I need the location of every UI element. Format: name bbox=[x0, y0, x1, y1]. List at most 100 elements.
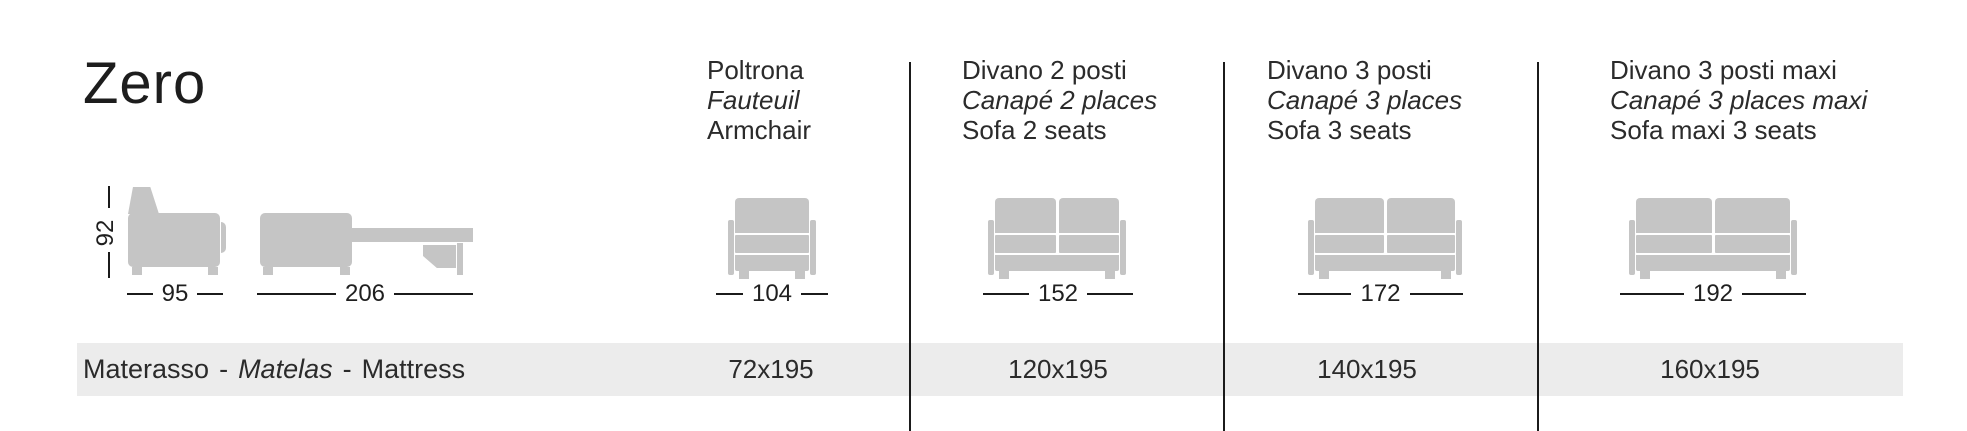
leg-shape bbox=[1319, 271, 1329, 279]
seat-cushion-shape bbox=[735, 235, 809, 253]
sideview-front-edge-shape bbox=[221, 222, 226, 253]
column-header-armchair: Poltrona Fauteuil Armchair bbox=[707, 55, 811, 145]
sideview-open-body-shape bbox=[260, 213, 352, 267]
base-shape bbox=[995, 255, 1119, 271]
dim-line bbox=[1409, 293, 1464, 295]
backrest-shape bbox=[1636, 198, 1790, 233]
closed-depth-dim: 95 bbox=[127, 280, 224, 307]
leg-shape bbox=[1105, 271, 1115, 279]
mattress-size-sofa3maxi: 160x195 bbox=[1660, 354, 1760, 384]
column-name-en: Sofa 3 seats bbox=[1267, 115, 1412, 145]
mattress-size-armchair: 72x195 bbox=[728, 354, 814, 384]
column-divider bbox=[1223, 62, 1225, 431]
page-title: Zero bbox=[83, 51, 207, 116]
base-shape bbox=[1636, 255, 1790, 271]
height-dim-line bbox=[108, 186, 110, 208]
sideview-leg-shape bbox=[132, 267, 142, 275]
sideview-bed-support-shape bbox=[423, 245, 456, 268]
column-header-sofa3maxi: Divano 3 posti maxi Canapé 3 places maxi… bbox=[1610, 55, 1867, 145]
leg-shape bbox=[999, 271, 1009, 279]
base-shape bbox=[735, 255, 809, 271]
mattress-label-separator: - bbox=[342, 354, 352, 384]
column-name-en: Sofa maxi 3 seats bbox=[1610, 115, 1817, 145]
dim-line bbox=[1742, 293, 1807, 295]
dim-line bbox=[1298, 293, 1352, 295]
seat-cushion-shape bbox=[1636, 235, 1790, 253]
column-name-it: Poltrona bbox=[707, 55, 804, 85]
sofa3maxi-width-dim: 192 bbox=[1620, 280, 1807, 307]
mattress-size-sofa3: 140x195 bbox=[1317, 354, 1417, 384]
mattress-label-fr: Matelas bbox=[238, 354, 333, 384]
column-name-fr: Canapé 3 places bbox=[1267, 85, 1463, 115]
leg-shape bbox=[1640, 271, 1650, 279]
sideview-leg-shape bbox=[208, 267, 218, 275]
sideview-bed-endboard-shape bbox=[457, 243, 463, 275]
dim-line bbox=[257, 293, 336, 295]
sideview-leg-shape bbox=[340, 267, 350, 275]
column-name-en: Armchair bbox=[707, 115, 812, 145]
sofa3-front-icon bbox=[1308, 198, 1462, 280]
column-name-it: Divano 3 posti maxi bbox=[1610, 55, 1837, 85]
seat-cushion-shape bbox=[995, 235, 1119, 253]
column-divider bbox=[909, 62, 911, 431]
armchair-width-dim: 104 bbox=[716, 280, 829, 307]
mattress-row-label: Materasso - Matelas - Mattress bbox=[83, 343, 465, 396]
leg-shape bbox=[739, 271, 749, 279]
sofa2-width-dim-value: 152 bbox=[1037, 280, 1079, 307]
column-header-sofa2: Divano 2 posti Canapé 2 places Sofa 2 se… bbox=[962, 55, 1157, 145]
sideview-back-cushion-shape bbox=[128, 187, 159, 214]
column-name-en: Sofa 2 seats bbox=[962, 115, 1107, 145]
closed-depth-dim-value: 95 bbox=[161, 280, 189, 307]
base-shape bbox=[1315, 255, 1455, 271]
dim-line bbox=[1087, 293, 1134, 295]
armrest-shape bbox=[1629, 220, 1635, 275]
sideview-closed-body-shape bbox=[128, 213, 220, 267]
column-divider bbox=[1537, 62, 1539, 431]
mattress-label-separator: - bbox=[219, 354, 229, 384]
armrest-shape bbox=[1456, 220, 1462, 275]
armrest-shape bbox=[1308, 220, 1314, 275]
armrest-shape bbox=[988, 220, 994, 275]
mattress-size-sofa2: 120x195 bbox=[1008, 354, 1108, 384]
mattress-label-it: Materasso bbox=[83, 354, 210, 384]
open-depth-dim-value: 206 bbox=[344, 280, 386, 307]
dim-line bbox=[716, 293, 743, 295]
sofa3maxi-front-icon bbox=[1629, 198, 1797, 280]
leg-shape bbox=[1776, 271, 1786, 279]
dim-line bbox=[983, 293, 1029, 295]
sofa3-width-dim: 172 bbox=[1298, 280, 1464, 307]
dim-line bbox=[127, 293, 153, 295]
column-header-sofa3: Divano 3 posti Canapé 3 places Sofa 3 se… bbox=[1267, 55, 1462, 145]
sideview-bed-platform-shape bbox=[352, 228, 473, 242]
column-name-it: Divano 2 posti bbox=[962, 55, 1127, 85]
armrest-shape bbox=[1120, 220, 1126, 275]
armrest-shape bbox=[810, 220, 816, 275]
armrest-shape bbox=[1791, 220, 1797, 275]
column-name-fr: Canapé 3 places maxi bbox=[1610, 85, 1868, 115]
dim-line bbox=[394, 293, 474, 295]
backrest-shape bbox=[995, 198, 1119, 233]
height-dim-line bbox=[108, 252, 110, 278]
leg-shape bbox=[795, 271, 805, 279]
column-name-fr: Canapé 2 places bbox=[962, 85, 1158, 115]
leg-shape bbox=[1441, 271, 1451, 279]
backrest-shape bbox=[1315, 198, 1455, 233]
sofa2-width-dim: 152 bbox=[983, 280, 1134, 307]
height-dim-value: 92 bbox=[92, 219, 119, 247]
mattress-row-bar: Materasso - Matelas - Mattress 72x195 12… bbox=[77, 343, 1903, 396]
sofa3maxi-width-dim-value: 192 bbox=[1692, 280, 1734, 307]
mattress-label-en: Mattress bbox=[361, 354, 466, 384]
dim-line bbox=[1620, 293, 1684, 295]
column-name-fr: Fauteuil bbox=[707, 85, 800, 115]
dim-line bbox=[197, 293, 224, 295]
open-depth-dim: 206 bbox=[257, 280, 474, 307]
dim-line bbox=[801, 293, 829, 295]
seat-cushion-shape bbox=[1315, 235, 1455, 253]
sofa3-width-dim-value: 172 bbox=[1360, 280, 1401, 307]
sideview-leg-shape bbox=[263, 267, 273, 275]
backrest-shape bbox=[735, 198, 809, 233]
column-name-it: Divano 3 posti bbox=[1267, 55, 1432, 85]
armchair-width-dim-value: 104 bbox=[751, 280, 793, 307]
armchair-front-icon bbox=[728, 198, 816, 280]
